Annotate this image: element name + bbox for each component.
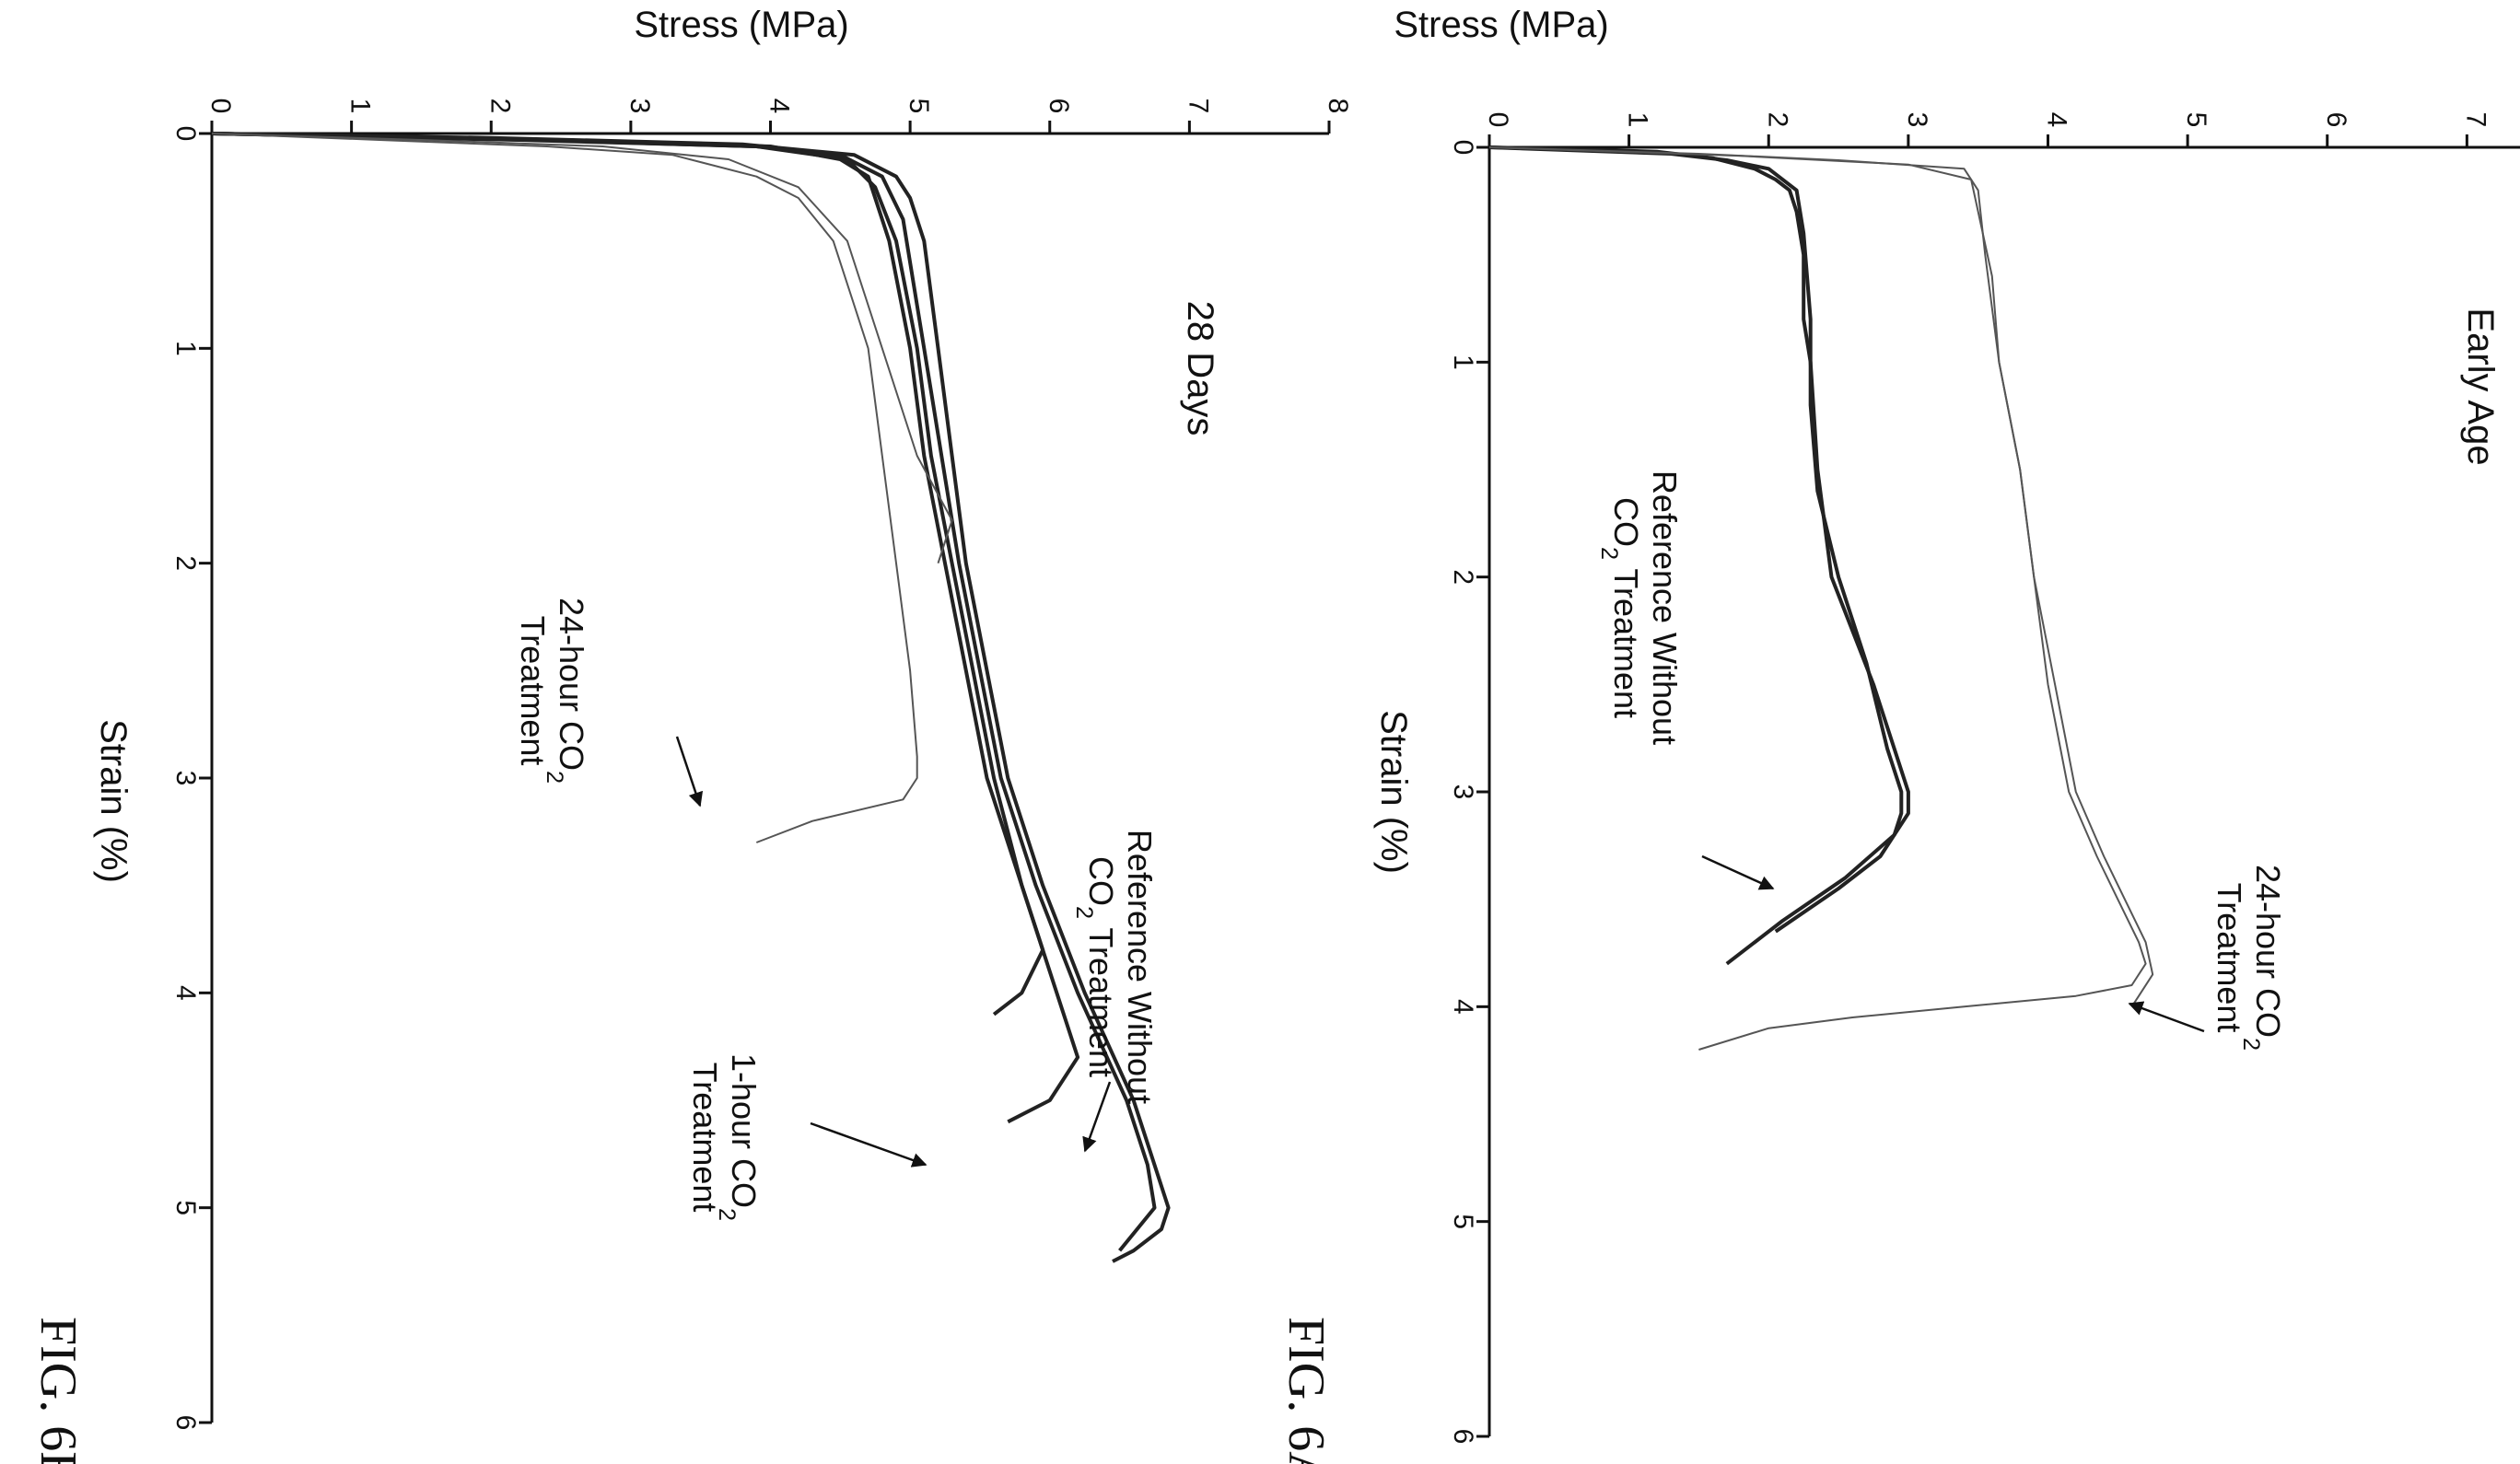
annotation-line: Treatment — [2211, 883, 2248, 1033]
fig6b-strain-tick-label: 0 — [170, 126, 201, 142]
fig6a-stress-tick-label: 4 — [2042, 112, 2072, 128]
fig6a-title: Early Age — [2460, 308, 2501, 465]
fig6b-stress-tick-label: 2 — [484, 99, 515, 114]
fig6a-stress-tick-label: 1 — [1623, 112, 1653, 128]
fig6a-strain-tick-label: 4 — [1448, 999, 1478, 1015]
fig6b-series-1hr-line — [211, 132, 1045, 1017]
fig6b-figure-label: FIG. 6B — [29, 1317, 87, 1464]
annotation-line: 1-hour CO2 — [714, 1053, 763, 1221]
fig6a-annotation-24hr: 24-hour CO2Treatment — [2211, 865, 2287, 1051]
fig6b-series-24hr-line — [211, 133, 953, 564]
annotation-line: CO2 Treatment — [1071, 856, 1120, 1077]
fig6a-annotation-arrow — [1701, 854, 1775, 890]
fig6b-stress-tick-label: 1 — [345, 99, 376, 114]
annotation-line: Reference Without — [1646, 471, 1684, 745]
fig6a-stress-tick-label: 3 — [1902, 112, 1932, 128]
annotation-line: Treatment — [686, 1063, 724, 1213]
fig6a-strain-tick-label: 2 — [1448, 569, 1478, 585]
fig6a-annotation-arrow — [2128, 1001, 2205, 1033]
fig6b-stress-tick-label: 6 — [1044, 99, 1074, 114]
annotation-line: Treatment — [514, 616, 552, 766]
fig6a-annotation-reference: Reference WithoutCO2 Treatment — [1596, 471, 1684, 745]
fig6b-strain-tick-label: 4 — [170, 985, 201, 1001]
fig6a-strain-tick-label: 1 — [1448, 354, 1478, 370]
fig6b-stress-tick-label: 3 — [624, 99, 655, 114]
fig6b-annotation-arrow — [810, 1121, 928, 1168]
fig6b-annotation-24hr: 24-hour CO2Treatment — [514, 598, 590, 784]
fig6a-chart: 0 1 2 3 4 5 6 7 8 0 1 2 3 4 5 6 Stress (MPa) Strain (%) Ea… — [1278, 5, 2520, 1464]
fig6a-ylabel: Stress (MPa) — [1394, 5, 1608, 45]
annotation-line: Reference Without — [1121, 830, 1159, 1104]
annotation-line: CO2 Treatment — [1596, 497, 1645, 718]
fig6a-strain-tick-label: 3 — [1448, 784, 1478, 800]
annotation-line: 24-hour CO2 — [542, 598, 590, 784]
fig6b-chart: 0 1 2 3 4 5 6 7 8 0 1 2 3 4 5 6 Stress (MPa) Strain (%) 28… — [29, 5, 1353, 1464]
fig6b-ylabel: Stress (MPa) — [634, 5, 848, 45]
fig6b-strain-tick-label: 1 — [170, 341, 201, 356]
fig6b-annotation-1hr: 1-hour CO2Treatment — [686, 1053, 763, 1221]
fig6b-annotation-reference: Reference WithoutCO2 Treatment — [1071, 830, 1159, 1104]
annotation-line: 24-hour CO2 — [2238, 865, 2287, 1051]
fig6b-strain-tick-label: 3 — [170, 771, 201, 786]
fig6a-stress-tick-label: 7 — [2460, 112, 2491, 128]
fig6a-series-24hr-line — [1488, 146, 2147, 1051]
fig6a-stress-tick-label: 6 — [2321, 112, 2351, 128]
fig6b-annotation-arrow — [1082, 1081, 1112, 1153]
fig6a-xlabel: Strain (%) — [1373, 710, 1414, 874]
fig6b-strain-tick-label: 5 — [170, 1200, 201, 1215]
fig6b-annotation-arrow — [675, 736, 704, 808]
fig6b-stress-tick-label: 8 — [1323, 99, 1353, 114]
fig6b-strain-tick-label: 6 — [170, 1415, 201, 1431]
fig6a-series-24hr-line — [1488, 146, 2154, 1007]
fig6b-series-reference-line — [211, 132, 1171, 1263]
fig6b-stress-tick-label: 4 — [764, 99, 795, 114]
fig6a-stress-tick-label: 2 — [1762, 112, 1792, 128]
fig6b-strain-tick-label: 2 — [170, 555, 201, 571]
fig6b-xlabel: Strain (%) — [93, 719, 134, 883]
fig6b-series-reference-line — [211, 132, 1157, 1252]
fig6b-stress-tick-label: 0 — [205, 99, 236, 114]
fig6a-figure-label: FIG. 6A — [1278, 1317, 1335, 1464]
fig6a-series-reference-line — [1488, 145, 1904, 934]
fig6a-strain-tick-label: 6 — [1448, 1429, 1478, 1445]
fig6a-stress-tick-label: 0 — [1483, 112, 1513, 128]
charts-layer: 0 1 2 3 4 5 6 7 8 0 1 2 3 4 5 6 Stress (MPa) Strain (%) Ea… — [29, 5, 2520, 1464]
fig6a-series-reference-line — [1488, 145, 1910, 966]
fig6b-stress-tick-label: 5 — [904, 99, 934, 114]
fig6b-series-1hr-line — [211, 132, 1080, 1124]
fig6a-strain-tick-label: 0 — [1448, 140, 1478, 156]
fig6a-stress-tick-label: 5 — [2181, 112, 2211, 128]
fig6a-strain-tick-label: 5 — [1448, 1214, 1478, 1229]
fig6b-title: 28 Days — [1180, 301, 1220, 436]
fig6b-stress-tick-label: 7 — [1183, 99, 1213, 114]
fig6b-series-24hr-line — [211, 133, 918, 843]
